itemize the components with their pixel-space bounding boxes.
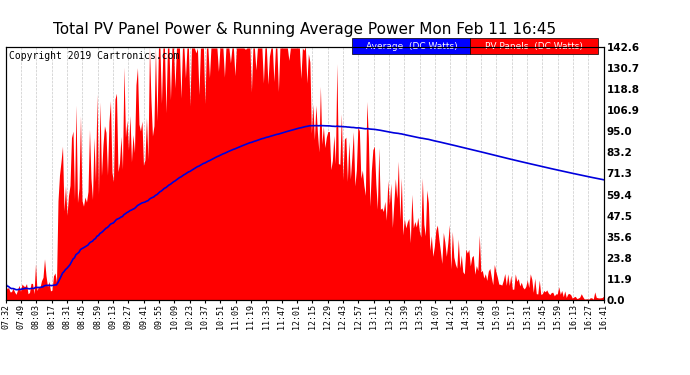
Title: Total PV Panel Power & Running Average Power Mon Feb 11 16:45: Total PV Panel Power & Running Average P…: [53, 22, 556, 37]
Text: Copyright 2019 Cartronics.com: Copyright 2019 Cartronics.com: [8, 51, 179, 61]
